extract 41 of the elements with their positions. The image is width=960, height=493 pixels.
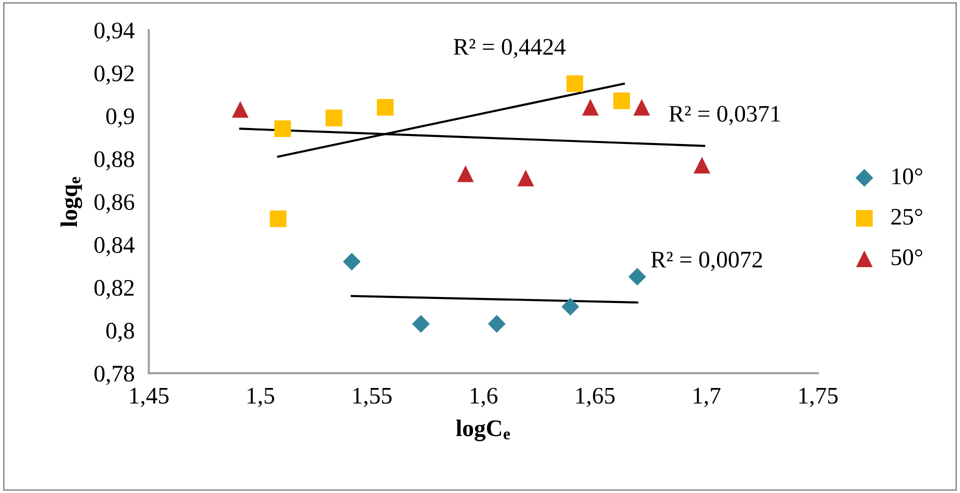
x-tick-label: 1,45 — [130, 388, 169, 408]
annotation: R² = 0,0371 — [669, 106, 780, 126]
annotation: R² = 0,4424 — [454, 38, 566, 58]
y-tick-label: 0,94 — [94, 22, 135, 42]
point — [582, 98, 599, 116]
point — [457, 165, 474, 182]
point — [412, 315, 430, 333]
y-tick-label: 0,82 — [94, 280, 134, 300]
x-tick-label: 1,65 — [576, 388, 615, 408]
legend-label: 10° — [892, 168, 922, 184]
point — [376, 98, 394, 116]
x-tick-label: 1,7 — [694, 388, 720, 408]
x-tick-label: 1,55 — [353, 388, 392, 408]
point — [326, 110, 342, 126]
y-tick-label: 0,9 — [106, 108, 134, 128]
point — [342, 252, 361, 271]
y-tick-label: 0,84 — [94, 237, 135, 256]
y-tick-label: 0,8 — [106, 322, 134, 342]
point — [488, 315, 506, 333]
y-tick-label: 0,92 — [94, 65, 134, 85]
point — [633, 98, 650, 116]
legend-label: 25° — [891, 208, 922, 225]
x-tick-label: 1,5 — [248, 388, 274, 408]
point — [628, 268, 646, 286]
legend-label: 50° — [892, 249, 922, 266]
x-tick-label: 1,75 — [799, 388, 838, 408]
annotation: R² = 0,0072 — [651, 252, 762, 271]
point — [270, 210, 286, 228]
y-axis-title: logq$_{e}$ — [60, 176, 82, 227]
point — [232, 101, 249, 118]
point — [694, 156, 710, 174]
point — [566, 75, 584, 92]
x-tick-label: 1,6 — [470, 388, 498, 408]
y-tick-label: 0,88 — [94, 151, 134, 171]
y-tick-label: 0,78 — [94, 366, 134, 386]
point — [517, 170, 534, 186]
point — [274, 120, 291, 138]
point — [613, 92, 630, 110]
y-tick-label: 0,86 — [94, 194, 134, 214]
point — [562, 298, 580, 316]
x-axis-title: logC$_{e}$ — [456, 420, 510, 442]
